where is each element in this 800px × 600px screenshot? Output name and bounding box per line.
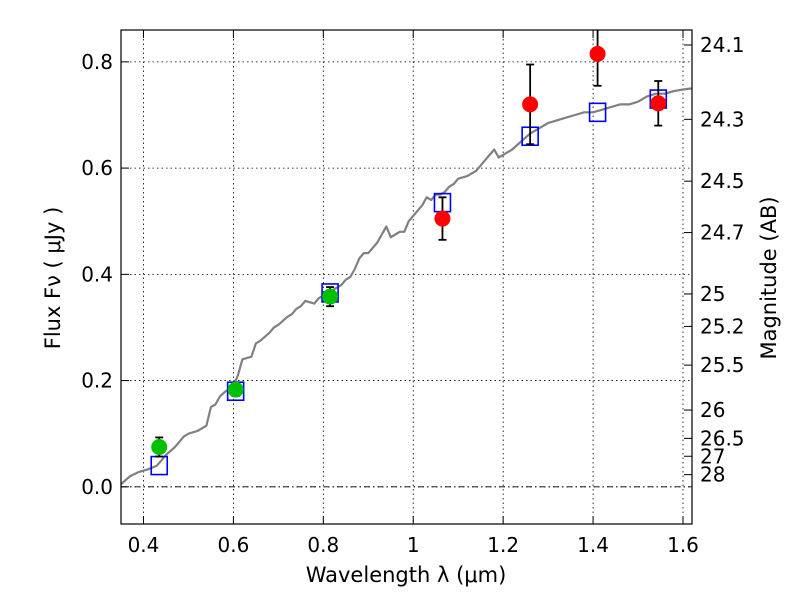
tick-labels: 0.4 0.6 0.8 1 1.2 1.4 1.6 0.0 0.2 0.4 0.6 0.8 24.1 24… — [81, 33, 744, 557]
y-axis-title: Flux Fν ( μJy ) — [41, 207, 65, 350]
plot-data-area — [121, 30, 692, 486]
magnitude-tick-label: 25.5 — [700, 353, 745, 377]
magnitude-tick-label: 24.1 — [700, 33, 745, 57]
y-tick-label: 0.2 — [81, 369, 113, 393]
y-tick-label: 0.0 — [81, 475, 113, 499]
magnitude-tick-label: 25.2 — [700, 314, 745, 338]
x-tick-label: 0.6 — [217, 533, 249, 557]
model-photometry-square — [150, 455, 169, 476]
y-tick-label: 0.4 — [81, 262, 113, 286]
magnitude-tick-label: 24.7 — [700, 221, 745, 245]
magnitude-tick-label: 24.3 — [700, 107, 745, 131]
x-tick-label: 0.4 — [128, 533, 160, 557]
magnitude-tick-label: 27 — [700, 444, 725, 468]
x-tick-label: 1 — [407, 533, 420, 557]
x-tick-label: 1.2 — [487, 533, 519, 557]
magnitude-tick-label: 28 — [700, 463, 725, 487]
photometry-point — [322, 288, 339, 305]
magnitude-tick-label: 25 — [700, 282, 725, 306]
y-axis-right-title: Magnitude (AB) — [757, 196, 781, 359]
x-tick-label: 0.8 — [307, 533, 339, 557]
model-photometry-square — [588, 102, 607, 123]
photometry-point — [589, 45, 606, 62]
photometry-point — [522, 96, 539, 113]
x-axis-title: Wavelength λ (μm) — [306, 563, 507, 587]
model-spectrum-line — [121, 87, 692, 486]
magnitude-tick-label: 26.5 — [700, 426, 745, 450]
x-tick-label: 1.6 — [667, 533, 699, 557]
magnitude-tick-label: 26 — [700, 398, 725, 422]
y-tick-label: 0.8 — [81, 50, 113, 74]
x-tick-label: 1.4 — [577, 533, 609, 557]
axes — [120, 29, 693, 525]
photometry-point — [151, 438, 168, 455]
y-tick-label: 0.6 — [81, 156, 113, 180]
plot-frame — [120, 29, 693, 525]
photometry-point — [434, 210, 451, 227]
photometry-point — [227, 381, 244, 398]
photometry-point — [650, 95, 667, 112]
magnitude-tick-label: 24.5 — [700, 169, 745, 193]
